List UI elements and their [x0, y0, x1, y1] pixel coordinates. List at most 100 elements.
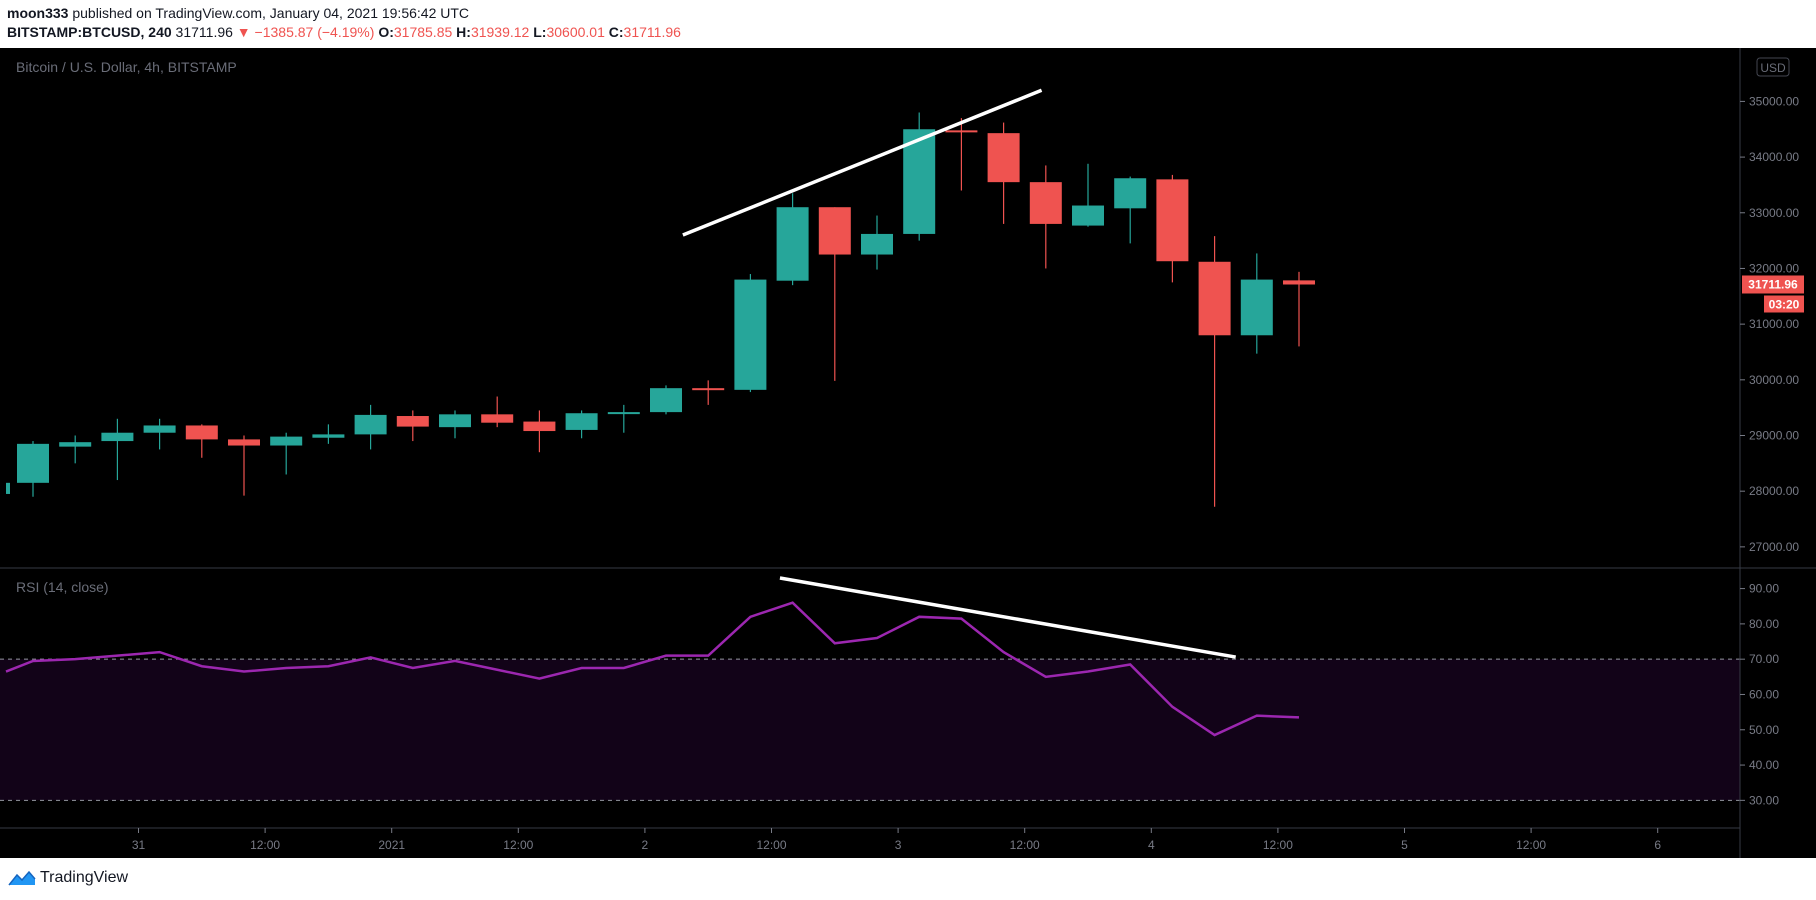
rsi-trendline[interactable] — [779, 576, 1236, 659]
candle — [17, 441, 49, 497]
open-label: O: — [378, 24, 394, 40]
candle — [1072, 163, 1104, 227]
price-tick-label: 29000.00 — [1749, 429, 1799, 443]
low-label: L: — [533, 24, 547, 40]
candle-body — [439, 414, 471, 428]
price-tick-label: 35000.00 — [1749, 94, 1799, 108]
candle-body — [228, 439, 260, 446]
candle — [1029, 165, 1062, 269]
time-tick-label: 12:00 — [503, 838, 533, 852]
candle-body — [776, 207, 809, 281]
price-tick-label: 30000.00 — [1749, 373, 1799, 387]
price-pane-title: Bitcoin / U.S. Dollar, 4h, BITSTAMP — [16, 59, 237, 75]
candle-body — [1283, 280, 1315, 285]
candle-body — [270, 436, 303, 446]
time-tick-label: 31 — [132, 838, 146, 852]
close-value: 31711.96 — [623, 24, 681, 40]
candle-body — [1029, 182, 1062, 224]
grid-lines — [0, 658, 1740, 801]
publish-info: moon333 published on TradingView.com, Ja… — [7, 5, 469, 21]
rsi-tick-label: 30.00 — [1749, 793, 1779, 807]
candle — [1240, 253, 1273, 354]
candle-body — [734, 279, 767, 390]
rsi-tick-label: 70.00 — [1749, 652, 1779, 666]
time-tick-label: 4 — [1148, 838, 1155, 852]
candle-body — [903, 129, 936, 234]
candle-body — [565, 413, 598, 430]
candle — [903, 112, 936, 241]
candle-body — [987, 133, 1020, 183]
trading-chart[interactable]: 35000.00 34000.00 33000.00 32000.00 31000.00… — [0, 48, 1816, 858]
high-label: H: — [456, 24, 471, 40]
time-tick-label: 12:00 — [756, 838, 786, 852]
tradingview-logo-icon — [8, 870, 36, 886]
rsi-pane-title: RSI (14, close) — [16, 579, 109, 595]
candle — [59, 435, 92, 464]
candle — [650, 385, 682, 415]
price-tick-label: 28000.00 — [1749, 484, 1799, 498]
price-tick-label: 31000.00 — [1749, 317, 1799, 331]
candle-body — [861, 233, 893, 255]
candle-body — [1072, 205, 1104, 226]
low-value: 30600.01 — [546, 24, 605, 40]
rsi-axis-ticks: 90.00 80.00 70.00 60.00 50.00 40.00 30.00 — [1740, 582, 1779, 807]
last-price-tag: 31711.96 03:20 — [1742, 275, 1804, 313]
price-trendline[interactable] — [682, 88, 1043, 237]
rsi-line — [5, 601, 1300, 737]
currency-badge[interactable]: USD — [1760, 61, 1786, 75]
time-tick-label: 12:00 — [1516, 838, 1546, 852]
candle — [692, 380, 725, 405]
last-price-tag-text: 31711.96 — [1748, 277, 1798, 291]
candle-body-partial — [6, 482, 10, 494]
price-tick-label: 27000.00 — [1749, 540, 1799, 554]
time-tick-label: 5 — [1401, 838, 1408, 852]
candle-body — [650, 388, 682, 413]
currency-badge-box[interactable] — [1756, 57, 1790, 77]
published-text: published on TradingView.com, January 04… — [72, 5, 470, 21]
candle — [1156, 174, 1189, 283]
rsi-tick-label: 90.00 — [1749, 582, 1779, 596]
candle — [861, 215, 893, 270]
candle — [228, 435, 260, 496]
price-tick-label: 33000.00 — [1749, 206, 1799, 220]
last-price: 31711.96 — [175, 24, 233, 40]
price-tick-label: 32000.00 — [1749, 261, 1799, 275]
candle-body — [17, 443, 49, 483]
candlestick-series — [6, 112, 1315, 507]
candle-body — [523, 421, 556, 432]
author-name[interactable]: moon333 — [7, 5, 69, 21]
candle — [1283, 271, 1315, 347]
candle — [481, 396, 514, 428]
rsi-tick-label: 80.00 — [1749, 617, 1779, 631]
candle — [270, 432, 303, 475]
candle-body — [396, 416, 429, 427]
candle-body — [818, 207, 851, 255]
price-axis-ticks: 35000.00 34000.00 33000.00 32000.00 31000.00… — [1740, 94, 1799, 554]
candle — [945, 118, 978, 191]
price-axis[interactable] — [1740, 48, 1816, 858]
candle — [101, 418, 134, 481]
candle-body — [1114, 178, 1147, 209]
close-label: C: — [608, 24, 624, 40]
time-tick-label: 12:00 — [1263, 838, 1293, 852]
rsi-band — [0, 659, 1740, 801]
candle-body — [312, 434, 345, 438]
candle — [607, 404, 640, 433]
candle-body — [59, 442, 92, 447]
price-change: ▼ −1385.87 (−4.19%) — [236, 24, 375, 40]
time-tick-label: 3 — [895, 838, 902, 852]
high-value: 31939.12 — [470, 24, 530, 40]
tradingview-logo[interactable]: TradingView — [8, 869, 128, 887]
candle — [818, 207, 851, 381]
ohlc-legend: BITSTAMP:BTCUSD, 240 31711.96 ▼ −1385.87… — [7, 24, 681, 40]
candle-body — [481, 414, 514, 423]
rsi-tick-label: 40.00 — [1749, 758, 1779, 772]
candle — [1114, 176, 1147, 244]
candle-body — [1156, 179, 1189, 262]
candle-body — [692, 388, 725, 391]
rsi-tick-label: 50.00 — [1749, 723, 1779, 737]
time-tick-label: 2 — [642, 838, 649, 852]
symbol-label: BITSTAMP:BTCUSD, 240 — [7, 24, 172, 40]
candle — [565, 410, 598, 439]
time-tick-label: 2021 — [378, 838, 405, 852]
